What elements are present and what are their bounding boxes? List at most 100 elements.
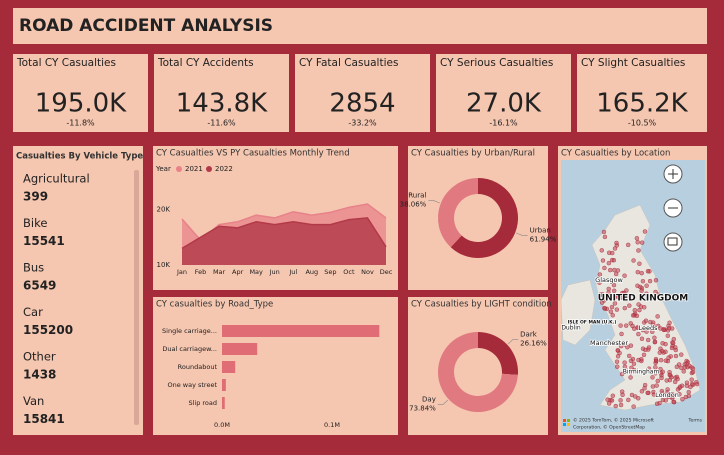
map-point [625, 296, 630, 302]
map-point [642, 386, 647, 391]
map-point [646, 345, 652, 350]
map-point [681, 369, 686, 374]
kpi-card [295, 54, 430, 132]
map-point [663, 358, 669, 363]
map-point [627, 353, 632, 359]
map-point [614, 359, 620, 364]
map-point [636, 248, 641, 253]
slice-value-label: 26.16% [520, 339, 547, 347]
legend-label: 2022 [215, 165, 233, 173]
map-point [655, 314, 660, 319]
road-panel [153, 297, 398, 435]
map-point [645, 269, 651, 274]
kpi-card [154, 54, 289, 132]
donut-slice [438, 178, 478, 248]
map-point [630, 313, 636, 318]
locate-button[interactable] [663, 232, 683, 252]
map-point [614, 307, 620, 312]
map-point [611, 282, 617, 288]
y-tick-label: One way street [167, 381, 217, 389]
map-point [673, 347, 678, 353]
map-point [611, 258, 617, 263]
vehicle-name: Other [23, 350, 56, 364]
map-point [644, 291, 649, 296]
panel-title: CY Casualties VS PY Casualties Monthly T… [156, 149, 350, 159]
map-point [631, 361, 637, 366]
y-tick-label: Roundabout [178, 363, 218, 371]
map-point [659, 375, 664, 381]
map-point [694, 380, 699, 385]
map-label: ISLE OF MAN (U.K.) [568, 320, 617, 326]
map-land [560, 279, 596, 346]
vehicle-name: Car [23, 305, 43, 319]
map-point [622, 360, 627, 365]
locate-icon [667, 237, 678, 246]
map-point [631, 367, 637, 373]
vehicle-value: 1438 [23, 368, 56, 382]
map-point [654, 383, 659, 388]
map-point [628, 358, 634, 364]
y-tick-label: 20K [157, 206, 171, 214]
map-point [669, 345, 675, 351]
dashboard-title: ROAD ACCIDENT ANALYSIS [19, 16, 273, 36]
leader-line [516, 232, 528, 236]
map-point [645, 390, 650, 396]
map-point [613, 271, 619, 277]
legend-swatch [206, 166, 212, 172]
map-point [640, 327, 646, 333]
slice-value-label: 38.06% [400, 200, 427, 208]
y-tick-label: Slip road [188, 399, 217, 407]
map-point [606, 286, 611, 292]
map-point [645, 337, 651, 343]
bar [222, 397, 225, 409]
bar [222, 361, 236, 373]
map-point [623, 323, 629, 328]
map-point [642, 229, 648, 234]
kpi-title: Total CY Casualties [16, 57, 116, 69]
kpi-title: Total CY Accidents [157, 57, 254, 69]
vehicle-name: Van [23, 394, 44, 408]
slice-value-label: 73.84% [409, 405, 436, 413]
map-point [653, 278, 659, 283]
map-point [655, 323, 661, 329]
kpi-value: 143.8K [176, 89, 268, 119]
vehicle-value: 15841 [23, 412, 65, 426]
map-point [651, 323, 656, 328]
slice-value-label: 61.94% [530, 236, 557, 244]
x-tick-label: Apr [232, 268, 244, 276]
panel-title: CY casualties by Road_Type [156, 300, 273, 310]
x-tick-label: Jun [269, 268, 280, 276]
vehicle-value: 15541 [23, 234, 65, 248]
leader-line [428, 200, 440, 204]
map-point [628, 375, 633, 380]
map-point [653, 358, 659, 364]
map-point [611, 288, 617, 293]
map-point [635, 269, 641, 275]
map-point [634, 236, 640, 241]
map-point [602, 265, 607, 271]
map-point [670, 340, 676, 346]
map-point [690, 369, 696, 375]
map-point [665, 333, 671, 338]
x-tick-label: Jul [288, 268, 297, 276]
map-point [602, 305, 607, 311]
map-point [608, 309, 614, 314]
map-point [610, 250, 615, 256]
map-attribution: Corporation, © OpenStreetMap [573, 424, 645, 431]
map-point [605, 397, 610, 402]
vehicle-name: Agricultural [23, 172, 90, 186]
map-point [601, 229, 607, 235]
map-point [652, 335, 657, 340]
scrollbar[interactable] [134, 170, 139, 425]
map-point [628, 370, 633, 375]
vehicle-name: Bus [23, 261, 44, 275]
y-tick-label: Dual carriagew... [162, 345, 217, 353]
map-point [644, 329, 649, 334]
map-label: Leeds [638, 324, 658, 332]
map-point [639, 288, 644, 293]
map-point [686, 389, 691, 395]
panel-title: CY Casualties by Urban/Rural [411, 149, 535, 159]
map-point [640, 346, 646, 351]
map-label: UNITED KINGDOM [598, 294, 688, 304]
map-point [635, 325, 640, 330]
